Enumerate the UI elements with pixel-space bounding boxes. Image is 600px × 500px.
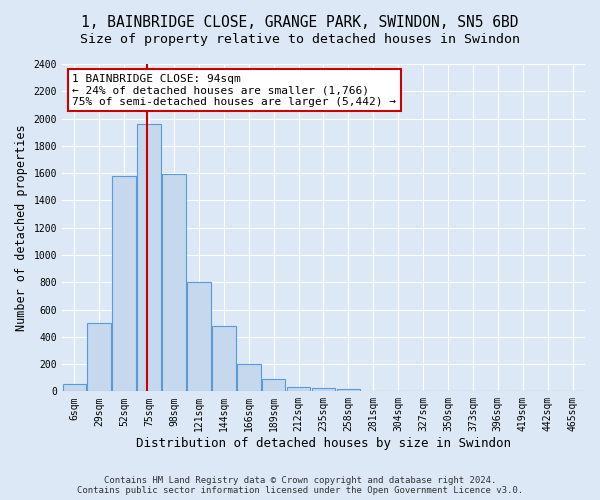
Bar (337, 388, 360, 392)
Bar (311, 388, 335, 392)
Bar (212, 326, 236, 392)
Bar (137, 124, 161, 392)
Text: Contains HM Land Registry data © Crown copyright and database right 2024.
Contai: Contains HM Land Registry data © Crown c… (77, 476, 523, 495)
Y-axis label: Number of detached properties: Number of detached properties (15, 124, 28, 331)
Text: 1, BAINBRIDGE CLOSE, GRANGE PARK, SWINDON, SN5 6BD: 1, BAINBRIDGE CLOSE, GRANGE PARK, SWINDO… (81, 15, 519, 30)
Bar (237, 364, 260, 392)
Bar (262, 379, 286, 392)
Bar (162, 174, 186, 392)
Bar (287, 386, 310, 392)
Bar (88, 323, 111, 392)
Text: Size of property relative to detached houses in Swindon: Size of property relative to detached ho… (80, 32, 520, 46)
Bar (187, 282, 211, 392)
Bar (62, 384, 86, 392)
Text: 1 BAINBRIDGE CLOSE: 94sqm
← 24% of detached houses are smaller (1,766)
75% of se: 1 BAINBRIDGE CLOSE: 94sqm ← 24% of detac… (73, 74, 397, 107)
X-axis label: Distribution of detached houses by size in Swindon: Distribution of detached houses by size … (136, 437, 511, 450)
Bar (112, 176, 136, 392)
